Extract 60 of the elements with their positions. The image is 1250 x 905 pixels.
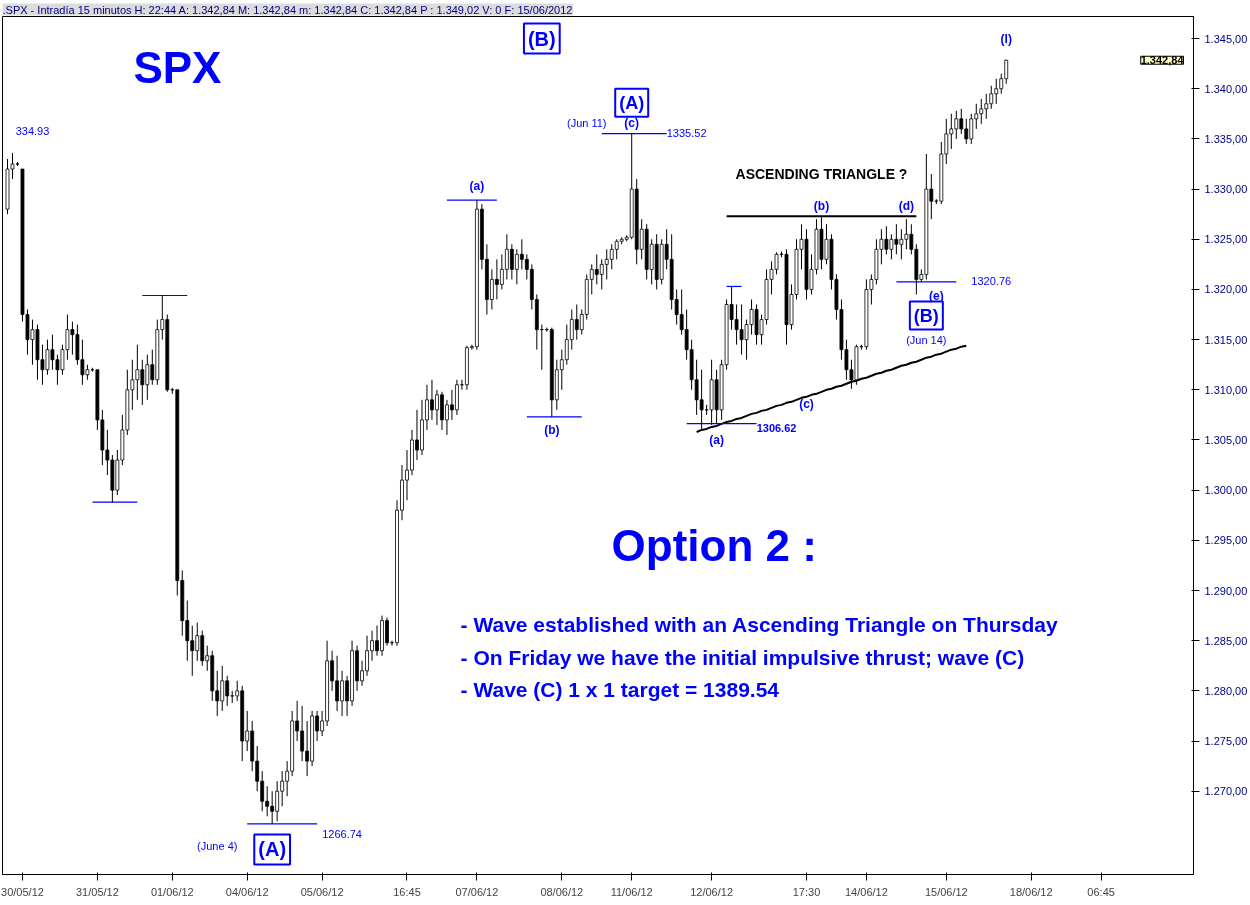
y-tick-label: 1.345,00 bbox=[1204, 32, 1248, 45]
y-tick-label: 1.320,00 bbox=[1204, 283, 1248, 296]
y-tick-label: 1.310,00 bbox=[1204, 383, 1248, 396]
annotation: (c) bbox=[799, 396, 814, 411]
annotation: 1320.76 bbox=[971, 275, 1012, 288]
x-tick-label: 14/06/12 bbox=[845, 885, 888, 898]
x-tick-label: 30/05/12 bbox=[1, 885, 44, 898]
annotation: - On Friday we have the initial impulsive thrust; wave (C) bbox=[460, 645, 1025, 669]
x-tick-label: 31/05/12 bbox=[75, 885, 119, 898]
annotation: 1306.62 bbox=[756, 421, 797, 434]
annotation: - Wave established with an Ascending Triangle on Thursday bbox=[460, 612, 1058, 636]
y-tick-label: 1.335,00 bbox=[1204, 132, 1248, 145]
annotation: (b) bbox=[544, 422, 560, 437]
text: SPX bbox=[133, 43, 222, 93]
x-tick-label: 04/06/12 bbox=[225, 885, 269, 898]
annotation: 334.93 bbox=[15, 124, 50, 137]
x-tick-label: 17:30 bbox=[792, 885, 821, 898]
y-tick-label: 1.280,00 bbox=[1204, 684, 1248, 697]
x-tick-label: 07/06/12 bbox=[455, 885, 499, 898]
annotation: (a) bbox=[709, 432, 724, 447]
y-tick-label: 1.300,00 bbox=[1204, 484, 1248, 497]
x-tick-label: 01/06/12 bbox=[150, 885, 194, 898]
annotation: ASCENDING TRIANGLE ? bbox=[735, 166, 908, 183]
y-tick-label: 1.330,00 bbox=[1204, 183, 1248, 196]
x-tick-label: 16:45 bbox=[393, 885, 421, 898]
annotation: (I) bbox=[1000, 31, 1012, 46]
y-tick-label: 1.295,00 bbox=[1204, 534, 1248, 547]
annotation: (d) bbox=[898, 199, 915, 214]
y-tick-label: 1.285,00 bbox=[1204, 634, 1248, 647]
annotation: 1335.52 bbox=[666, 126, 707, 139]
y-tick-label: 1.275,00 bbox=[1204, 735, 1248, 748]
chart-subtitle: .SPX - Intradía 15 minutos H: 22:44 A: 1.342,84 M: 1.342,84 m: 1.342,84 C: 1.342,84 P : 1.349,02 V: 0 F: 15/06/2012 bbox=[2, 3, 573, 16]
y-tick-label: 1.325,00 bbox=[1204, 233, 1248, 246]
x-tick-label: 05/06/12 bbox=[300, 885, 344, 898]
x-tick-label: 11/06/12 bbox=[610, 885, 653, 898]
annotation: Option 2 : bbox=[611, 521, 817, 571]
annotation: (A) bbox=[258, 838, 287, 861]
annotation: - Wave (C) 1 x 1 target = 1389.54 bbox=[460, 678, 780, 702]
annotation: (Jun 14) bbox=[906, 333, 947, 346]
line-series bbox=[695, 344, 968, 433]
y-tick-label: 1.270,00 bbox=[1204, 785, 1248, 798]
annotation: (c) bbox=[624, 115, 640, 130]
annotation: (B) bbox=[913, 305, 939, 326]
y-tick-label: 1.305,00 bbox=[1204, 433, 1248, 446]
x-tick-label: 18/06/12 bbox=[1009, 885, 1053, 898]
y-tick-label: 1.315,00 bbox=[1204, 333, 1248, 346]
annotation: (B) bbox=[527, 27, 556, 50]
annotation: (Jun 11) bbox=[567, 116, 607, 129]
x-tick-label: 06:45 bbox=[1087, 885, 1115, 898]
y-tick-label: 1.340,00 bbox=[1204, 82, 1248, 95]
annotation: (June 4) bbox=[197, 840, 238, 853]
annotation: 1.342,84 bbox=[1140, 54, 1185, 67]
x-tick-label: 08/06/12 bbox=[540, 885, 584, 898]
annotation: (A) bbox=[619, 92, 645, 113]
annotation: 1266.74 bbox=[322, 828, 362, 841]
annotation: (a) bbox=[469, 179, 485, 194]
y-tick-label: 1.290,00 bbox=[1204, 584, 1248, 597]
x-tick-label: 12/06/12 bbox=[690, 885, 734, 898]
annotation: (b) bbox=[813, 199, 830, 214]
x-tick-label: 15/06/12 bbox=[924, 885, 968, 898]
